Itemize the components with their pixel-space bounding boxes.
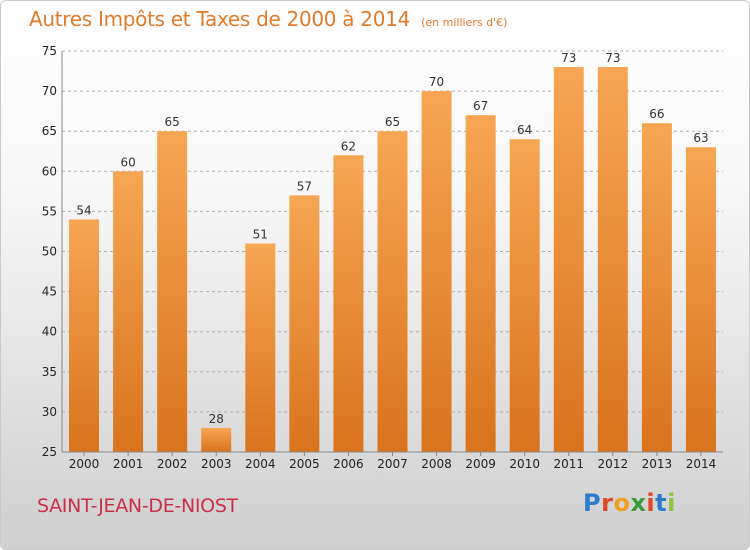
x-tick-label-2008: 2008 bbox=[421, 457, 452, 471]
x-tick-label-2000: 2000 bbox=[69, 457, 100, 471]
bar-2008 bbox=[421, 91, 452, 452]
x-tick-label-2002: 2002 bbox=[157, 457, 188, 471]
x-tick-label-2005: 2005 bbox=[289, 457, 320, 471]
data-label-2007: 65 bbox=[385, 115, 400, 129]
y-tick-label: 25 bbox=[42, 445, 57, 459]
bar-2004 bbox=[245, 243, 276, 452]
y-tick-label: 55 bbox=[42, 204, 57, 218]
logo-letter: i bbox=[646, 489, 656, 517]
y-tick-label: 50 bbox=[42, 245, 57, 259]
bar-2012 bbox=[597, 67, 628, 452]
data-label-2006: 62 bbox=[341, 139, 356, 153]
data-label-2005: 57 bbox=[297, 179, 312, 193]
chart-title: Autres Impôts et Taxes de 2000 à 2014 bbox=[29, 7, 410, 31]
x-tick-label-2010: 2010 bbox=[509, 457, 540, 471]
data-label-2014: 63 bbox=[693, 131, 708, 145]
data-label-2009: 67 bbox=[473, 99, 488, 113]
y-tick-label: 65 bbox=[42, 124, 57, 138]
bar-2011 bbox=[553, 67, 584, 452]
bar-2007 bbox=[377, 131, 408, 452]
logo-letter: x bbox=[630, 489, 647, 517]
y-tick-label: 30 bbox=[42, 405, 57, 419]
bar-2000 bbox=[69, 219, 100, 452]
data-label-2008: 70 bbox=[429, 75, 444, 89]
title-row: Autres Impôts et Taxes de 2000 à 2014 (e… bbox=[29, 7, 507, 31]
commune-name: SAINT-JEAN-DE-NIOST bbox=[37, 495, 238, 517]
data-label-2013: 66 bbox=[649, 107, 664, 121]
logo-letter: r bbox=[601, 489, 614, 517]
x-tick-label-2004: 2004 bbox=[245, 457, 276, 471]
x-tick-label-2011: 2011 bbox=[553, 457, 584, 471]
y-tick-label: 60 bbox=[42, 164, 57, 178]
data-label-2000: 54 bbox=[76, 203, 91, 217]
data-label-2012: 73 bbox=[605, 51, 620, 65]
y-tick-label: 35 bbox=[42, 365, 57, 379]
bar-2014 bbox=[685, 147, 716, 453]
chart-subtitle: (en milliers d'€) bbox=[421, 16, 508, 29]
y-tick-label: 75 bbox=[42, 44, 57, 58]
logo-letter: i bbox=[667, 489, 676, 517]
data-label-2010: 64 bbox=[517, 123, 532, 137]
data-label-2004: 51 bbox=[253, 227, 268, 241]
data-label-2011: 73 bbox=[561, 51, 576, 65]
logo-letter: t bbox=[655, 489, 668, 517]
bar-2005 bbox=[289, 195, 320, 453]
x-tick-label-2001: 2001 bbox=[113, 457, 144, 471]
bar-2010 bbox=[509, 139, 540, 452]
bar-2001 bbox=[113, 171, 144, 453]
x-tick-label-2014: 2014 bbox=[686, 457, 717, 471]
proxiti-logo: Proxiti bbox=[583, 489, 676, 517]
x-tick-label-2009: 2009 bbox=[465, 457, 496, 471]
logo-letter: P bbox=[583, 489, 602, 517]
data-label-2002: 65 bbox=[165, 115, 180, 129]
x-tick-label-2007: 2007 bbox=[377, 457, 408, 471]
bar-2003 bbox=[201, 427, 232, 452]
x-tick-label-2006: 2006 bbox=[333, 457, 364, 471]
x-tick-label-2013: 2013 bbox=[642, 457, 673, 471]
data-label-2003: 28 bbox=[209, 412, 224, 426]
x-tick-label-2003: 2003 bbox=[201, 457, 232, 471]
bar-2002 bbox=[157, 131, 188, 452]
y-tick-label: 45 bbox=[42, 285, 57, 299]
bar-2013 bbox=[641, 123, 672, 453]
bar-2006 bbox=[333, 155, 364, 452]
y-tick-label: 40 bbox=[42, 325, 57, 339]
bar-2009 bbox=[465, 115, 496, 452]
y-tick-label: 70 bbox=[42, 84, 57, 98]
data-label-2001: 60 bbox=[120, 155, 135, 169]
x-tick-label-2012: 2012 bbox=[598, 457, 629, 471]
logo-letter: o bbox=[613, 489, 631, 517]
